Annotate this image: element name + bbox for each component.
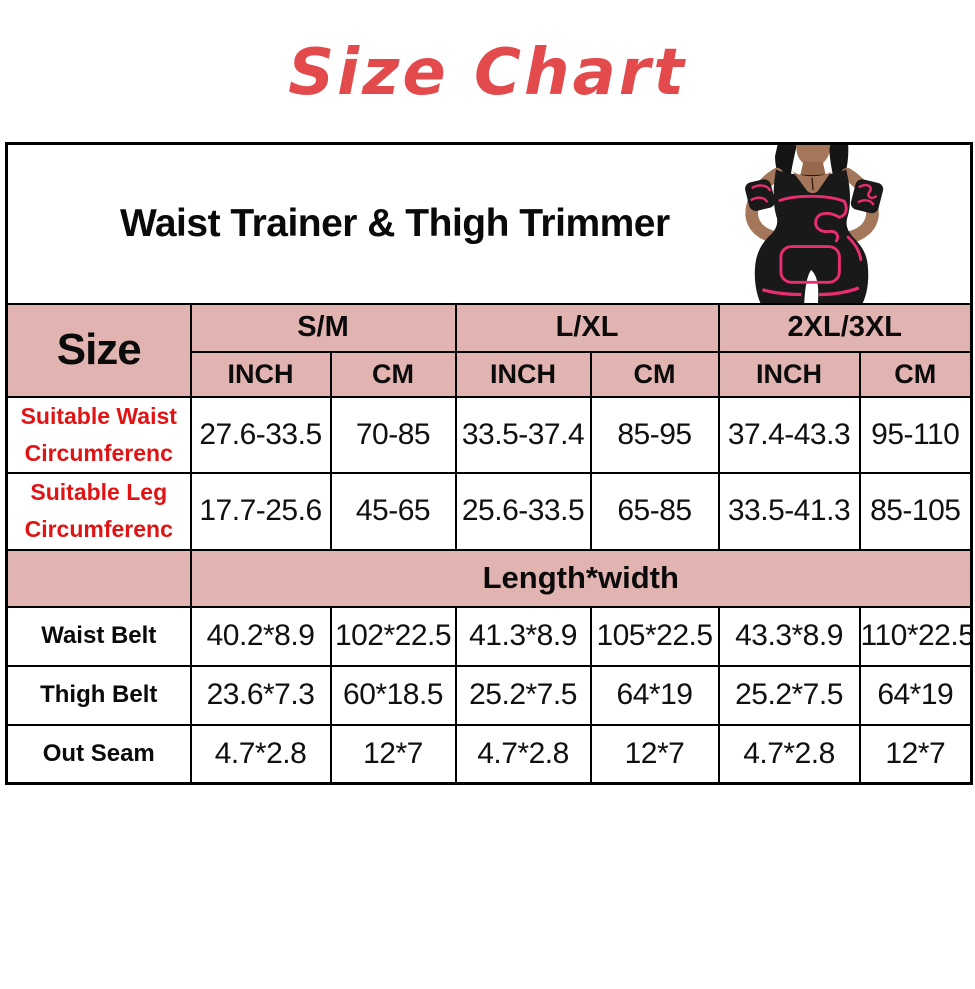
arm-band-right xyxy=(850,178,884,213)
dimension-value: 64*19 xyxy=(589,664,720,726)
thigh-piping xyxy=(779,244,841,284)
unit-header: CM xyxy=(329,350,457,398)
empty-pink-cell xyxy=(5,548,192,608)
dimension-value: 64*19 xyxy=(858,664,973,726)
waist-circumference-row: Suitable Waist Circumferenc 27.6-33.5 70… xyxy=(5,395,973,474)
measurement-value: 25.6-33.5 xyxy=(454,472,592,551)
dimension-value: 23.6*7.3 xyxy=(189,664,332,726)
measurement-value: 17.7-25.6 xyxy=(189,472,332,551)
waist-belt-row: Waist Belt 40.2*8.9 102*22.5 41.3*8.9 10… xyxy=(5,605,973,667)
waist-piping xyxy=(778,194,863,261)
cleavage-line xyxy=(811,177,814,190)
section-header-length-width: Length*width xyxy=(189,548,973,608)
length-width-section-row: Length*width xyxy=(5,548,973,608)
hair xyxy=(828,145,849,192)
leg-band-right xyxy=(818,285,860,296)
leg-circumference-row: Suitable Leg Circumferenc 17.7-25.6 45-6… xyxy=(5,472,973,551)
size-chart-table: Waist Trainer & Thigh Trimmer xyxy=(5,142,974,785)
dimension-value: 12*7 xyxy=(589,723,720,785)
dimension-value: 4.7*2.8 xyxy=(189,723,332,785)
dimension-value: 25.2*7.5 xyxy=(454,664,592,726)
measurement-value: 33.5-41.3 xyxy=(717,472,861,551)
dimension-value: 105*22.5 xyxy=(589,605,720,667)
measurement-value: 27.6-33.5 xyxy=(189,395,332,474)
leg-band-left xyxy=(761,287,802,296)
face xyxy=(796,145,831,167)
measurement-value: 65-85 xyxy=(589,472,720,551)
measurement-value: 95-110 xyxy=(858,395,973,474)
row-label-leg-circumference: Suitable Leg Circumferenc xyxy=(5,472,192,551)
row-label-waist-circumference: Suitable Waist Circumferenc xyxy=(5,395,192,474)
measurement-value: 33.5-37.4 xyxy=(454,395,592,474)
unit-header: CM xyxy=(589,350,720,398)
measurement-value: 85-95 xyxy=(589,395,720,474)
arm-band-left xyxy=(745,178,776,211)
thigh-belt-row: Thigh Belt 23.6*7.3 60*18.5 25.2*7.5 64*… xyxy=(5,664,973,726)
unit-header-row: INCH CM INCH CM INCH CM xyxy=(7,350,973,398)
product-name: Waist Trainer & Thigh Trimmer xyxy=(120,201,670,245)
dimension-value: 25.2*7.5 xyxy=(717,664,861,726)
measurement-value: 37.4-43.3 xyxy=(717,395,861,474)
dimension-value: 41.3*8.9 xyxy=(454,605,592,667)
size-option-2xl3xl: 2XL/3XL xyxy=(717,302,973,353)
row-label-out-seam: Out Seam xyxy=(5,723,192,785)
dimension-value: 40.2*8.9 xyxy=(189,605,332,667)
dimension-value: 110*22.5 xyxy=(858,605,973,667)
size-header: Size xyxy=(5,302,192,398)
product-cell: Waist Trainer & Thigh Trimmer xyxy=(9,145,970,302)
dimension-value: 12*7 xyxy=(329,723,457,785)
dimension-value: 60*18.5 xyxy=(329,664,457,726)
measurement-value: 70-85 xyxy=(329,395,457,474)
product-header-row: Waist Trainer & Thigh Trimmer xyxy=(5,142,973,305)
dimension-value: 12*7 xyxy=(858,723,973,785)
out-seam-row: Out Seam 4.7*2.8 12*7 4.7*2.8 12*7 4.7*2… xyxy=(5,723,973,785)
size-option-lxl: L/XL xyxy=(454,302,720,353)
unit-header: INCH xyxy=(717,350,861,398)
unit-header: CM xyxy=(858,350,973,398)
size-header-row: Size S/M L/XL 2XL/3XL xyxy=(5,302,973,398)
dimension-value: 4.7*2.8 xyxy=(717,723,861,785)
page-title: Size Chart xyxy=(288,36,687,110)
dimension-value: 43.3*8.9 xyxy=(717,605,861,667)
unit-header: INCH xyxy=(189,350,332,398)
dimension-value: 4.7*2.8 xyxy=(454,723,592,785)
unit-header: INCH xyxy=(454,350,592,398)
row-label-thigh-belt: Thigh Belt xyxy=(5,664,192,726)
dimension-value: 102*22.5 xyxy=(329,605,457,667)
measurement-value: 85-105 xyxy=(858,472,973,551)
product-photo xyxy=(745,145,884,302)
row-label-waist-belt: Waist Belt xyxy=(5,605,192,667)
size-option-sm: S/M xyxy=(189,302,457,353)
measurement-value: 45-65 xyxy=(329,472,457,551)
